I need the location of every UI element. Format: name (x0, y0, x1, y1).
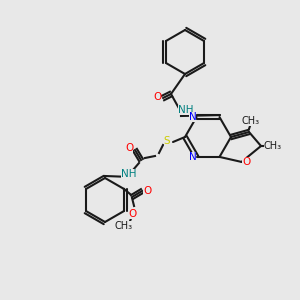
Text: O: O (128, 209, 136, 219)
Text: O: O (242, 157, 250, 167)
Text: CH₃: CH₃ (264, 141, 282, 151)
Text: NH: NH (178, 105, 194, 115)
Text: S: S (164, 136, 170, 146)
Text: CH₃: CH₃ (242, 116, 260, 126)
Text: N: N (189, 152, 196, 162)
Text: CH₃: CH₃ (115, 221, 133, 231)
Text: O: O (143, 186, 151, 196)
Text: N: N (189, 112, 196, 122)
Text: O: O (125, 143, 133, 153)
Text: O: O (153, 92, 161, 102)
Text: NH: NH (121, 169, 137, 179)
